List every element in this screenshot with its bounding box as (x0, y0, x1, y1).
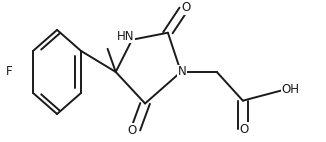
Text: HN: HN (117, 30, 134, 43)
Text: O: O (127, 124, 137, 137)
Text: F: F (6, 65, 12, 78)
Text: O: O (182, 1, 191, 14)
Text: N: N (178, 65, 186, 78)
Text: OH: OH (281, 83, 299, 96)
Text: O: O (240, 123, 249, 136)
